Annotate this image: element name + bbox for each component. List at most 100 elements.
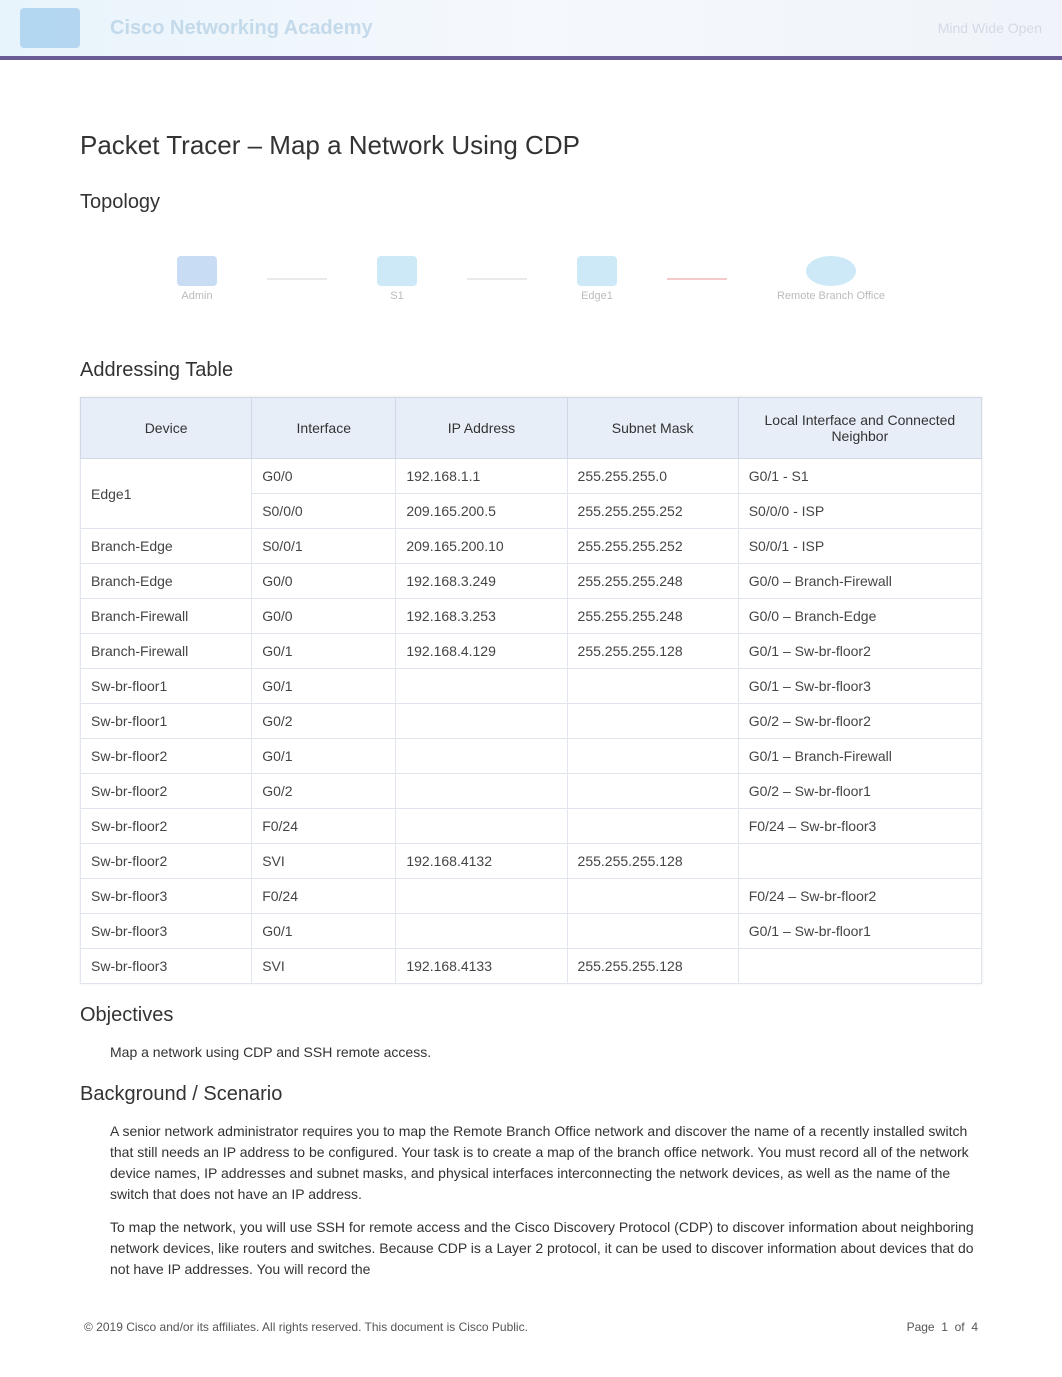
cell-device: Branch-Edge <box>81 529 252 564</box>
cell-neighbor: F0/24 – Sw-br-floor2 <box>738 879 981 914</box>
cell-interface: F0/24 <box>252 809 396 844</box>
table-row: Edge1G0/0192.168.1.1255.255.255.0G0/1 - … <box>81 459 982 494</box>
footer-page: Page 1 of 4 <box>907 1320 978 1334</box>
cell-device: Edge1 <box>81 459 252 529</box>
table-body: Edge1G0/0192.168.1.1255.255.255.0G0/1 - … <box>81 459 982 984</box>
cell-device: Sw-br-floor2 <box>81 774 252 809</box>
cell-mask: 255.255.255.0 <box>567 459 738 494</box>
cell-interface: G0/0 <box>252 599 396 634</box>
cell-mask: 255.255.255.128 <box>567 844 738 879</box>
topology-diagram: Admin S1 Edge1 Remote Branch Office <box>80 229 982 329</box>
cell-interface: G0/2 <box>252 774 396 809</box>
cell-mask <box>567 914 738 949</box>
cell-neighbor: F0/24 – Sw-br-floor3 <box>738 809 981 844</box>
cell-neighbor: G0/1 – Sw-br-floor2 <box>738 634 981 669</box>
cell-interface: G0/1 <box>252 669 396 704</box>
cell-neighbor: S0/0/1 - ISP <box>738 529 981 564</box>
table-header-interface: Interface <box>252 398 396 459</box>
cell-ip <box>396 704 567 739</box>
table-row: Branch-EdgeG0/0192.168.3.249255.255.255.… <box>81 564 982 599</box>
cell-device: Sw-br-floor3 <box>81 879 252 914</box>
cell-mask: 255.255.255.252 <box>567 494 738 529</box>
table-header-device: Device <box>81 398 252 459</box>
cell-ip: 209.165.200.5 <box>396 494 567 529</box>
cisco-logo <box>20 8 80 48</box>
cell-interface: F0/24 <box>252 879 396 914</box>
academy-name: Cisco Networking Academy <box>110 17 373 40</box>
table-row: Sw-br-floor2F0/24 F0/24 – Sw-br-floor3 <box>81 809 982 844</box>
cell-interface: G0/1 <box>252 739 396 774</box>
background-paragraph: A senior network administrator requires … <box>110 1121 982 1205</box>
topology-label: Admin <box>181 290 212 302</box>
objectives-text: Map a network using CDP and SSH remote a… <box>110 1042 982 1063</box>
background-paragraph: To map the network, you will use SSH for… <box>110 1217 982 1280</box>
cell-interface: G0/0 <box>252 459 396 494</box>
topology-node-branch: Remote Branch Office <box>777 256 885 302</box>
cell-mask: 255.255.255.128 <box>567 634 738 669</box>
cell-mask: 255.255.255.248 <box>567 599 738 634</box>
cell-mask: 255.255.255.252 <box>567 529 738 564</box>
cell-neighbor: G0/1 – Sw-br-floor1 <box>738 914 981 949</box>
cell-ip <box>396 669 567 704</box>
cell-ip: 192.168.4132 <box>396 844 567 879</box>
table-row: Sw-br-floor3F0/24 F0/24 – Sw-br-floor2 <box>81 879 982 914</box>
cell-interface: G0/0 <box>252 564 396 599</box>
cell-interface: G0/1 <box>252 634 396 669</box>
topology-label: Edge1 <box>581 290 613 302</box>
cell-mask <box>567 704 738 739</box>
topology-link <box>267 278 327 280</box>
topology-label: S1 <box>390 290 403 302</box>
cell-ip: 192.168.4133 <box>396 949 567 984</box>
cell-mask <box>567 809 738 844</box>
cell-neighbor: G0/1 – Branch-Firewall <box>738 739 981 774</box>
table-row: Sw-br-floor3SVI192.168.4133255.255.255.1… <box>81 949 982 984</box>
table-row: Sw-br-floor3G0/1G0/1 – Sw-br-floor1 <box>81 914 982 949</box>
page-content: Packet Tracer – Map a Network Using CDP … <box>0 80 1062 1374</box>
section-background: Background / Scenario <box>80 1083 982 1106</box>
cell-interface: G0/1 <box>252 914 396 949</box>
cell-interface: S0/0/0 <box>252 494 396 529</box>
table-row: Branch-EdgeS0/0/1209.165.200.10255.255.2… <box>81 529 982 564</box>
cell-ip: 192.168.4.129 <box>396 634 567 669</box>
table-header-neighbor: Local Interface and Connected Neighbor <box>738 398 981 459</box>
table-row: Branch-FirewallG0/0192.168.3.253255.255.… <box>81 599 982 634</box>
router-icon <box>577 256 617 286</box>
table-row: Sw-br-floor2G0/1 G0/1 – Branch-Firewall <box>81 739 982 774</box>
section-topology: Topology <box>80 191 982 214</box>
cloud-icon <box>806 256 856 286</box>
cell-neighbor <box>738 844 981 879</box>
section-objectives: Objectives <box>80 1004 982 1027</box>
cell-ip <box>396 879 567 914</box>
pc-icon <box>177 256 217 286</box>
cell-ip <box>396 739 567 774</box>
cell-neighbor: G0/1 – Sw-br-floor3 <box>738 669 981 704</box>
cell-ip: 192.168.1.1 <box>396 459 567 494</box>
cell-neighbor: G0/0 – Branch-Edge <box>738 599 981 634</box>
cell-ip: 192.168.3.249 <box>396 564 567 599</box>
cell-neighbor: G0/0 – Branch-Firewall <box>738 564 981 599</box>
topology-label: Remote Branch Office <box>777 290 885 302</box>
table-row: Sw-br-floor2G0/2 G0/2 – Sw-br-floor1 <box>81 774 982 809</box>
cell-interface: G0/2 <box>252 704 396 739</box>
table-header-row: Device Interface IP Address Subnet Mask … <box>81 398 982 459</box>
cell-mask <box>567 879 738 914</box>
cell-neighbor: G0/2 – Sw-br-floor1 <box>738 774 981 809</box>
topology-node-s1: S1 <box>377 256 417 302</box>
cell-mask <box>567 774 738 809</box>
cell-mask <box>567 739 738 774</box>
footer-page-total: 4 <box>971 1320 978 1334</box>
cell-device: Sw-br-floor2 <box>81 739 252 774</box>
header-banner: Cisco Networking Academy Mind Wide Open <box>0 0 1062 60</box>
cell-neighbor <box>738 949 981 984</box>
cell-device: Sw-br-floor2 <box>81 809 252 844</box>
footer-page-label: Page <box>907 1320 935 1334</box>
topology-node-edge1: Edge1 <box>577 256 617 302</box>
switch-icon <box>377 256 417 286</box>
footer-copyright: © 2019 Cisco and/or its affiliates. All … <box>84 1320 528 1334</box>
cell-interface: S0/0/1 <box>252 529 396 564</box>
cell-device: Branch-Firewall <box>81 634 252 669</box>
table-row: Branch-FirewallG0/1192.168.4.129255.255.… <box>81 634 982 669</box>
footer-page-current: 1 <box>941 1320 948 1334</box>
header-slogan: Mind Wide Open <box>938 20 1042 36</box>
table-row: Sw-br-floor1G0/2G0/2 – Sw-br-floor2 <box>81 704 982 739</box>
